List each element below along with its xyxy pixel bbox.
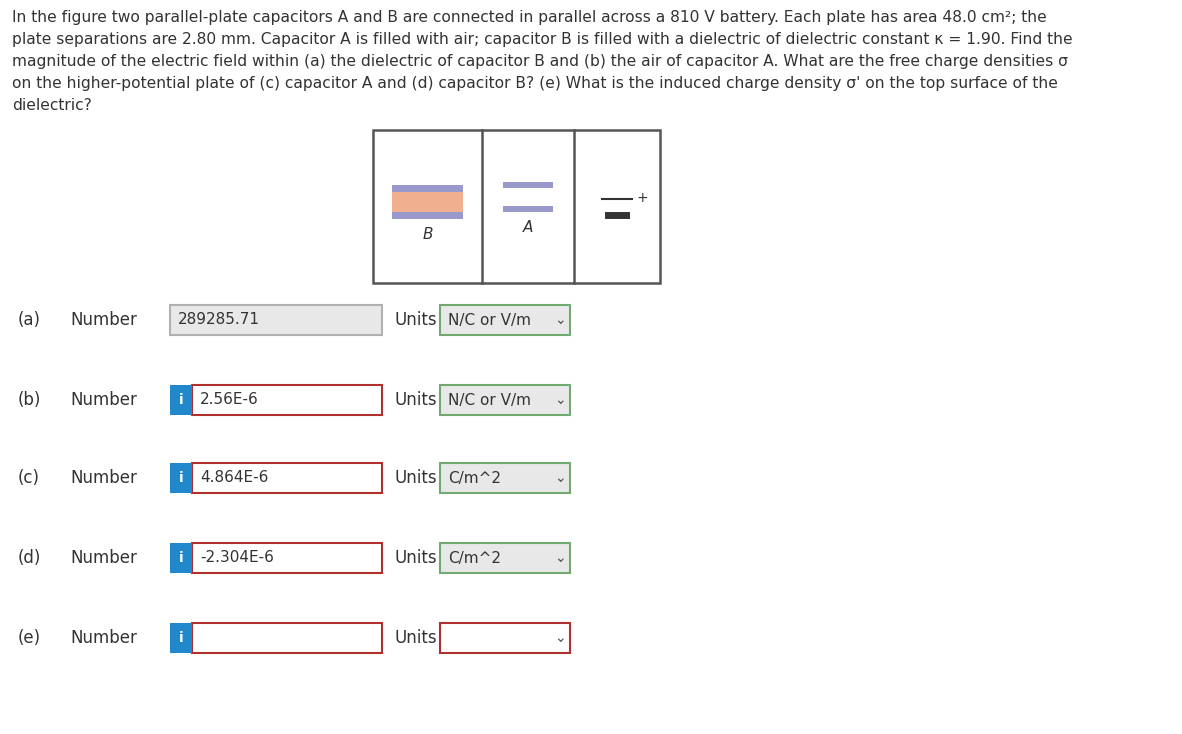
Text: ⌄: ⌄ <box>554 393 566 407</box>
Text: N/C or V/m: N/C or V/m <box>448 393 531 407</box>
FancyBboxPatch shape <box>170 305 382 335</box>
Text: N/C or V/m: N/C or V/m <box>448 313 531 327</box>
Text: Number: Number <box>70 629 137 647</box>
Text: Units: Units <box>395 469 437 487</box>
FancyBboxPatch shape <box>440 305 570 335</box>
Text: 2.56E-6: 2.56E-6 <box>200 393 259 407</box>
FancyBboxPatch shape <box>392 192 463 212</box>
Text: i: i <box>178 551 183 565</box>
Text: ⌄: ⌄ <box>554 313 566 327</box>
Text: ⌄: ⌄ <box>554 551 566 565</box>
Text: magnitude of the electric field within (a) the dielectric of capacitor B and (b): magnitude of the electric field within (… <box>12 54 1069 69</box>
Text: plate separations are 2.80 mm. Capacitor A is filled with air; capacitor B is fi: plate separations are 2.80 mm. Capacitor… <box>12 32 1072 47</box>
Text: -2.304E-6: -2.304E-6 <box>200 550 274 565</box>
Text: B: B <box>422 227 433 242</box>
Text: Number: Number <box>70 469 137 487</box>
Text: i: i <box>178 631 183 645</box>
FancyBboxPatch shape <box>191 623 382 653</box>
Text: (d): (d) <box>18 549 41 567</box>
FancyBboxPatch shape <box>440 623 570 653</box>
Text: (e): (e) <box>18 629 41 647</box>
Text: Number: Number <box>70 391 137 409</box>
FancyBboxPatch shape <box>170 543 191 573</box>
Text: Units: Units <box>395 629 437 647</box>
Text: Number: Number <box>70 549 137 567</box>
Text: In the figure two parallel-plate capacitors A and B are connected in parallel ac: In the figure two parallel-plate capacit… <box>12 10 1047 25</box>
Text: dielectric?: dielectric? <box>12 98 92 113</box>
Text: Number: Number <box>70 311 137 329</box>
Text: C/m^2: C/m^2 <box>448 550 501 565</box>
FancyBboxPatch shape <box>191 385 382 415</box>
FancyBboxPatch shape <box>170 463 191 493</box>
FancyBboxPatch shape <box>502 182 553 189</box>
Text: Units: Units <box>395 311 437 329</box>
Text: 289285.71: 289285.71 <box>178 313 260 327</box>
Text: Units: Units <box>395 391 437 409</box>
FancyBboxPatch shape <box>170 623 191 653</box>
Text: ⌄: ⌄ <box>554 471 566 485</box>
FancyBboxPatch shape <box>392 212 463 219</box>
FancyBboxPatch shape <box>392 185 463 192</box>
Text: i: i <box>178 393 183 407</box>
FancyBboxPatch shape <box>502 206 553 212</box>
FancyBboxPatch shape <box>440 463 570 493</box>
Text: on the higher-potential plate of (c) capacitor A and (d) capacitor B? (e) What i: on the higher-potential plate of (c) cap… <box>12 76 1058 91</box>
Text: C/m^2: C/m^2 <box>448 470 501 485</box>
Text: ⌄: ⌄ <box>554 631 566 645</box>
Text: i: i <box>178 471 183 485</box>
Text: Units: Units <box>395 549 437 567</box>
FancyBboxPatch shape <box>170 385 191 415</box>
Text: A: A <box>522 220 533 236</box>
Text: 4.864E-6: 4.864E-6 <box>200 470 268 485</box>
FancyBboxPatch shape <box>440 543 570 573</box>
FancyBboxPatch shape <box>191 463 382 493</box>
FancyBboxPatch shape <box>191 543 382 573</box>
FancyBboxPatch shape <box>440 385 570 415</box>
Text: +: + <box>636 192 648 206</box>
Text: (c): (c) <box>18 469 40 487</box>
Text: (a): (a) <box>18 311 41 329</box>
Text: (b): (b) <box>18 391 41 409</box>
